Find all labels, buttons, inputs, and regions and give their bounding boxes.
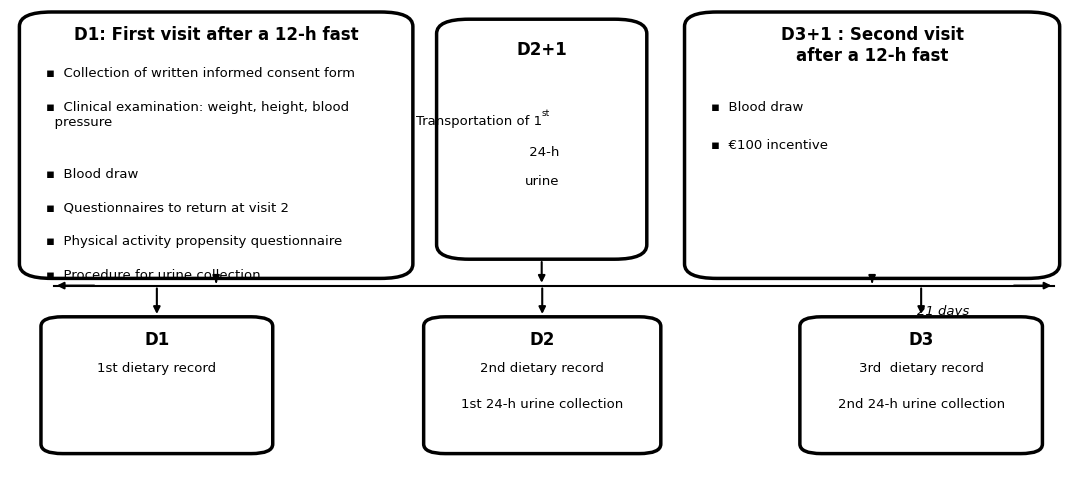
FancyBboxPatch shape: [19, 12, 413, 278]
Text: 2nd dietary record: 2nd dietary record: [480, 362, 605, 375]
FancyBboxPatch shape: [437, 19, 647, 259]
FancyBboxPatch shape: [685, 12, 1060, 278]
Text: urine: urine: [524, 175, 559, 188]
FancyBboxPatch shape: [424, 317, 661, 454]
Text: ▪  Questionnaires to return at visit 2: ▪ Questionnaires to return at visit 2: [46, 202, 289, 215]
Text: 1st dietary record: 1st dietary record: [97, 362, 217, 375]
Text: ▪  Collection of written informed consent form: ▪ Collection of written informed consent…: [46, 67, 356, 80]
Text: 3rd  dietary record: 3rd dietary record: [859, 362, 983, 375]
Text: D1: First visit after a 12-h fast: D1: First visit after a 12-h fast: [73, 26, 359, 44]
FancyBboxPatch shape: [41, 317, 273, 454]
Text: 21 days: 21 days: [917, 305, 969, 318]
Text: 24-h: 24-h: [525, 146, 558, 159]
Text: D3: D3: [909, 331, 934, 349]
FancyBboxPatch shape: [800, 317, 1042, 454]
Text: ▪  Physical activity propensity questionnaire: ▪ Physical activity propensity questionn…: [46, 235, 343, 248]
Text: ▪  Blood draw: ▪ Blood draw: [711, 101, 804, 114]
Text: D2: D2: [529, 331, 555, 349]
Text: ▪  Blood draw: ▪ Blood draw: [46, 168, 139, 181]
Text: st: st: [542, 109, 550, 119]
Text: D3+1 : Second visit
after a 12-h fast: D3+1 : Second visit after a 12-h fast: [780, 26, 964, 65]
Text: ▪  Clinical examination: weight, height, blood
  pressure: ▪ Clinical examination: weight, height, …: [46, 101, 349, 129]
Text: ▪  Procedure for urine collection: ▪ Procedure for urine collection: [46, 269, 261, 282]
Text: 1st 24-h urine collection: 1st 24-h urine collection: [461, 398, 623, 411]
Text: D2+1: D2+1: [516, 41, 567, 59]
Text: ▪  €100 incentive: ▪ €100 incentive: [711, 139, 829, 152]
Text: 2nd 24-h urine collection: 2nd 24-h urine collection: [838, 398, 1005, 411]
Text: D1: D1: [144, 331, 169, 349]
Text: Transportation of 1: Transportation of 1: [416, 115, 542, 128]
